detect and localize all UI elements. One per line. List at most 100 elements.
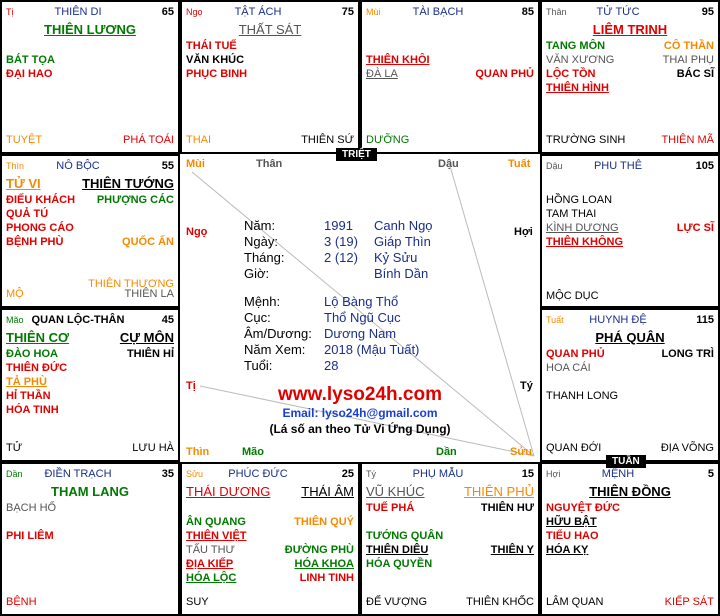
star: PHƯỢNG CÁC — [96, 194, 174, 206]
main-star: LIÊM TRINH — [592, 22, 668, 37]
branch-label: Thìn — [6, 161, 25, 171]
email-link[interactable]: Email: lyso24h@gmail.com — [282, 406, 438, 420]
branch-label: Dậu — [546, 161, 563, 171]
age-number: 75 — [341, 6, 354, 18]
star: THIÊN ĐỨC — [6, 362, 68, 374]
age-number: 15 — [521, 468, 534, 480]
site-link[interactable]: www.lyso24h.com — [277, 384, 442, 405]
star: THANH LONG — [546, 390, 619, 402]
info-row: Năm: 1991 Canh Ngọ — [244, 218, 433, 233]
star: THIÊN KHỐC — [466, 596, 534, 608]
palace-phu-mau: Tý PHỤ MẪU 15 VŨ KHÚC THIÊN PHỦ TUẾ PHÁ THIÊ… — [360, 462, 540, 616]
main-star: THÁI ÂM — [301, 484, 354, 499]
star: PHÁ TOÁI — [123, 134, 174, 146]
star: QUAN PHỦ — [475, 68, 534, 80]
star: VĂN XƯƠNG — [546, 54, 615, 66]
info-row: Năm Xem: 2018 (Mậu Tuất) — [244, 342, 420, 357]
branch-label: Dần — [6, 469, 23, 479]
star: TIỂU HAO — [546, 530, 599, 542]
main-star: TỬ VI — [6, 176, 41, 191]
star: THIÊN HƯ — [480, 502, 534, 514]
branch-label: Tuất — [546, 315, 564, 325]
stage-label: TUYỆT — [6, 134, 43, 146]
stage-label: MỘC DỤC — [546, 290, 599, 302]
star: THIÊN HÌNH — [546, 82, 609, 94]
star: QUAN PHỦ — [546, 348, 605, 360]
star: THIÊN MÃ — [661, 134, 714, 146]
age-number: 45 — [161, 314, 174, 326]
star: BÁT TỌA — [6, 54, 55, 66]
info-row: Cục: Thổ Ngũ Cục — [244, 310, 401, 325]
branch-label: Sửu — [186, 469, 204, 479]
branch-dau: Dậu — [438, 158, 459, 170]
tuan-tag: TUẦN — [606, 455, 646, 468]
star: HÓA KỴ — [546, 544, 589, 556]
palace-name: NÔ BỘC — [56, 160, 100, 172]
main-star: THIÊN TƯỚNG — [82, 176, 174, 191]
branch-ngo: Ngọ — [186, 226, 208, 238]
star: KIẾP SÁT — [664, 596, 714, 608]
palace-name: TỬ TỨC — [596, 6, 640, 18]
stage-label: THAI — [186, 134, 212, 146]
star: VĂN KHÚC — [186, 54, 245, 66]
palace-dien-trach: Dần ĐIỀN TRẠCH 35 THAM LANG BẠCH HỔ PHI LI… — [0, 462, 180, 616]
center-info-panel: Mùi Thân Dậu Tuất Ngọ Hợi Tị Tý Thìn Mão… — [180, 154, 540, 462]
star: ĐÀO HOA — [6, 348, 58, 360]
star: HỒNG LOAN — [546, 194, 613, 206]
stage-label: TỬ — [6, 442, 23, 454]
star: THIÊN VIỆT — [186, 530, 247, 542]
star: HỮU BẬT — [546, 516, 597, 528]
age-number: 5 — [707, 468, 714, 480]
palace-no-boc: Thìn NÔ BỘC 55 TỬ VI THIÊN TƯỚNG ĐIẾU KHÁCH… — [0, 154, 180, 308]
star: CÔ THẦN — [663, 40, 714, 52]
triet-tag: TRIỆT — [336, 148, 377, 161]
star: ĐẠI HAO — [6, 68, 53, 80]
age-number: 115 — [696, 314, 714, 326]
star: HÓA KHOA — [294, 558, 354, 570]
star: ĐỊA KIẾP — [186, 558, 234, 570]
branch-suu: Sửu — [510, 446, 533, 458]
star: TUẾ PHÁ — [366, 502, 415, 514]
info-row: Tuổi: 28 — [244, 358, 339, 373]
info-row: Tháng: 2 (12) Kỷ Sửu — [244, 250, 418, 265]
palace-huynh-de: Tuất HUYNH ĐỆ 115 PHÁ QUÂN QUAN PHỦ LONG TR… — [540, 308, 720, 462]
main-star: PHÁ QUÂN — [595, 330, 665, 345]
star: HÓA TINH — [6, 404, 59, 416]
star: HOA CÁI — [546, 362, 591, 374]
main-star: THIÊN LƯƠNG — [44, 22, 136, 37]
info-row: Mệnh: Lộ Bàng Thổ — [244, 294, 399, 309]
star: TẢ PHÙ — [6, 376, 47, 388]
stage-label: BỆNH — [6, 596, 37, 608]
branch-label: Tị — [6, 7, 14, 17]
age-number: 25 — [341, 468, 354, 480]
main-star: CỰ MÔN — [119, 330, 174, 345]
main-star: THAM LANG — [51, 484, 129, 499]
star: PHỤC BINH — [186, 68, 248, 80]
branch-thin: Thìn — [186, 446, 210, 458]
branch-label: Tý — [366, 469, 376, 479]
palace-thien-di: Tị THIÊN DI 65 THIÊN LƯƠNG BÁT TỌA ĐẠI HAO… — [0, 0, 180, 154]
branch-mui: Mùi — [186, 158, 205, 170]
stage-label: QUAN ĐỚI — [546, 442, 602, 454]
branch-label: Mão — [6, 315, 24, 325]
star: LƯU HÀ — [132, 442, 174, 454]
star: THIÊN THƯƠNG — [88, 278, 174, 290]
star: HÓA QUYỀN — [366, 558, 433, 570]
star: LỰC SĨ — [676, 222, 714, 234]
star: LONG TRÌ — [661, 348, 714, 360]
star: TAM THAI — [546, 208, 597, 220]
star: ĐIẾU KHÁCH — [6, 194, 76, 206]
palace-name: MỆNH — [601, 468, 635, 480]
star: LỘC TỒN — [546, 68, 596, 80]
star: PHI LIÊM — [6, 530, 54, 542]
star: THIÊN KHÔNG — [546, 236, 623, 248]
note-text: (Lá số an theo Tử Vi Ứng Dụng) — [269, 422, 451, 436]
stage-label: LÂM QUAN — [546, 596, 604, 608]
branch-ty: Tý — [520, 380, 533, 392]
info-row: Âm/Dương: Dương Nam — [244, 326, 397, 341]
star: TƯỚNG QUÂN — [366, 530, 444, 542]
star: HỈ THẦN — [6, 390, 51, 402]
palace-tu-tuc: Thân TỬ TỨC 95 LIÊM TRINH TANG MÔN CÔ THẦN … — [540, 0, 720, 154]
main-star: THIÊN PHỦ — [463, 484, 534, 499]
branch-ti: Tị — [186, 380, 196, 392]
